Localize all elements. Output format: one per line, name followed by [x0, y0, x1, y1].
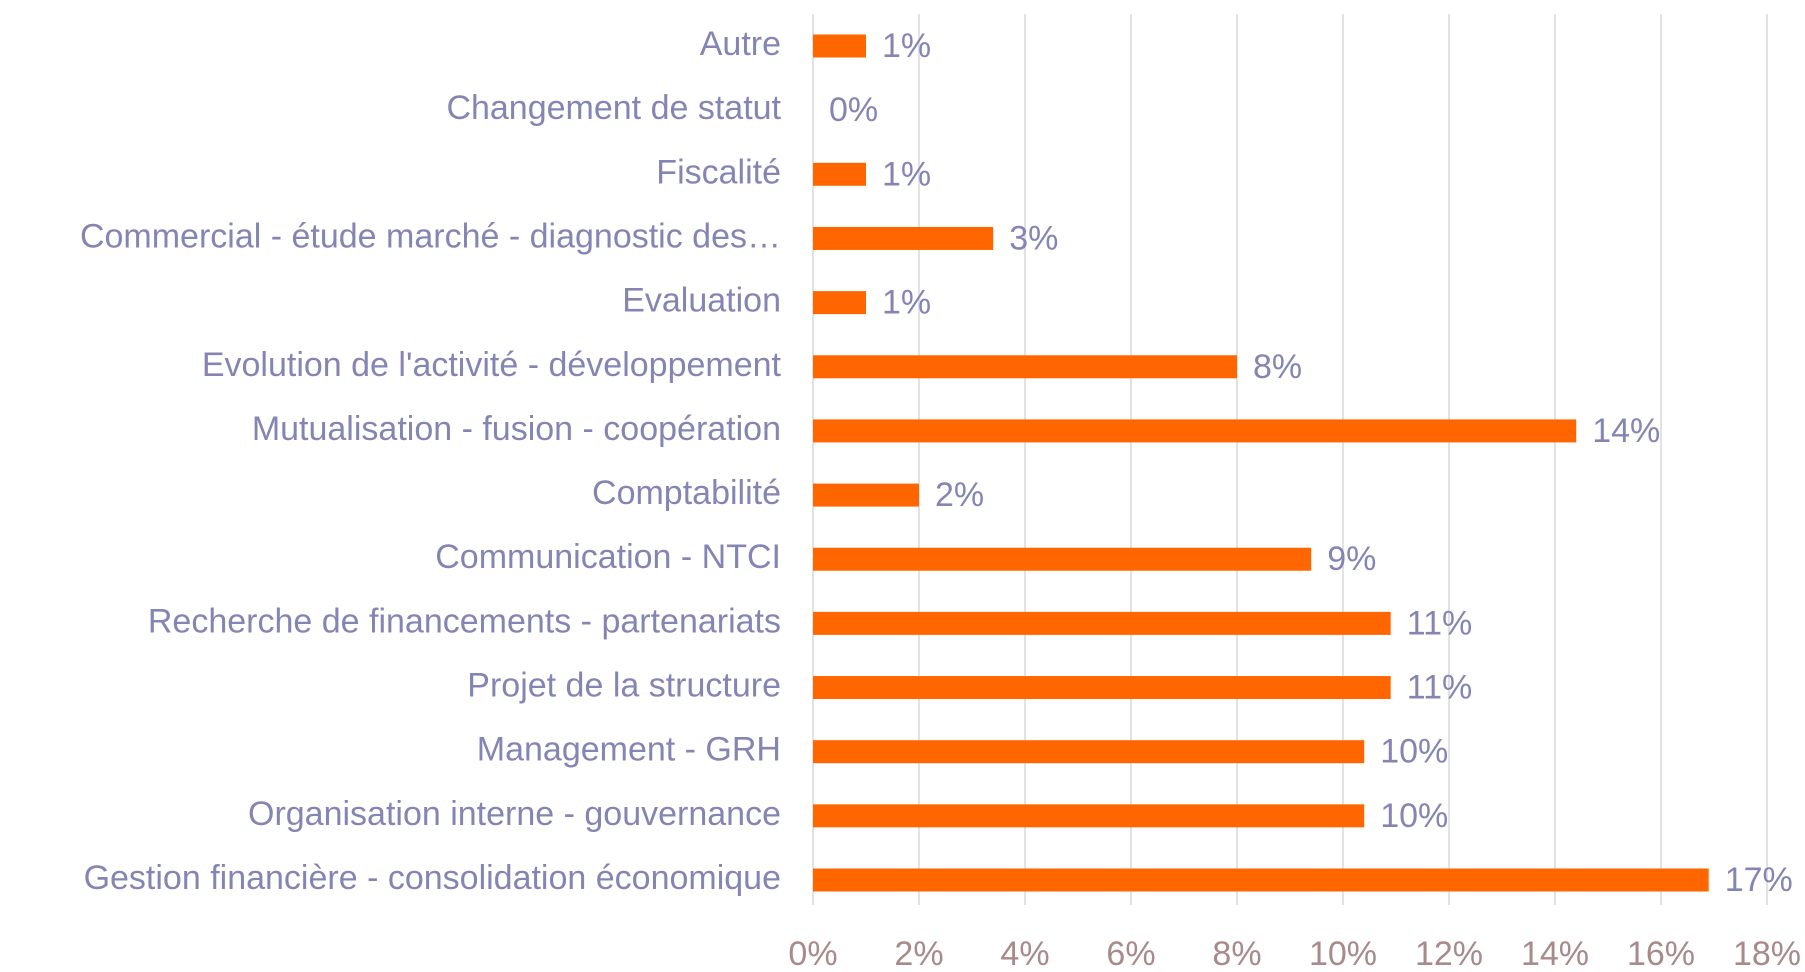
y-tick-label: Commercial - étude marché - diagnostic d… — [80, 217, 781, 255]
data-label: 11% — [1407, 604, 1473, 642]
bar — [813, 547, 1312, 571]
data-label: 14% — [1592, 412, 1660, 450]
x-tick-label: 10% — [1309, 935, 1377, 972]
bar — [813, 419, 1577, 443]
bar — [813, 611, 1391, 635]
bar — [813, 226, 994, 250]
data-label: 10% — [1380, 797, 1448, 835]
data-label: 9% — [1327, 540, 1376, 578]
data-label: 1% — [882, 284, 931, 322]
y-tick-label: Organisation interne - gouvernance — [248, 795, 781, 833]
bar — [813, 804, 1365, 828]
y-tick-label: Management - GRH — [477, 731, 781, 769]
bar — [813, 483, 919, 507]
y-tick-label: Communication - NTCI — [435, 538, 781, 576]
x-tick-label: 6% — [1106, 935, 1155, 972]
bar — [813, 291, 866, 315]
x-tick-label: 8% — [1212, 935, 1261, 972]
bar — [813, 162, 866, 186]
data-label: 8% — [1253, 348, 1302, 386]
bar — [813, 676, 1391, 700]
x-tick-label: 18% — [1733, 935, 1801, 972]
y-tick-label: Recherche de financements - partenariats — [148, 602, 781, 640]
data-label: 2% — [935, 476, 984, 514]
data-label: 0% — [829, 91, 878, 129]
y-tick-label: Projet de la structure — [467, 667, 781, 705]
bar — [813, 868, 1709, 892]
x-tick-label: 4% — [1000, 935, 1049, 972]
data-label: 17% — [1725, 861, 1793, 899]
bar — [813, 355, 1237, 379]
data-label: 1% — [882, 155, 931, 193]
data-label: 1% — [882, 27, 931, 65]
y-tick-label: Fiscalité — [656, 153, 781, 191]
y-tick-label: Comptabilité — [592, 474, 781, 512]
x-tick-label: 2% — [894, 935, 943, 972]
y-tick-label: Evolution de l'activité - développement — [202, 346, 782, 384]
x-tick-label: 12% — [1415, 935, 1483, 972]
data-label: 10% — [1380, 733, 1448, 771]
y-tick-label: Changement de statut — [446, 89, 781, 127]
y-tick-label: Mutualisation - fusion - coopération — [252, 410, 781, 448]
x-tick-label: 14% — [1521, 935, 1589, 972]
bar — [813, 34, 866, 58]
y-tick-label: Autre — [700, 25, 781, 63]
x-tick-label: 0% — [788, 935, 837, 972]
y-tick-label: Gestion financière - consolidation écono… — [84, 859, 781, 897]
data-label: 11% — [1407, 669, 1473, 707]
y-tick-label: Evaluation — [622, 282, 781, 320]
data-label: 3% — [1009, 219, 1058, 257]
bar — [813, 740, 1365, 764]
x-tick-label: 16% — [1627, 935, 1695, 972]
